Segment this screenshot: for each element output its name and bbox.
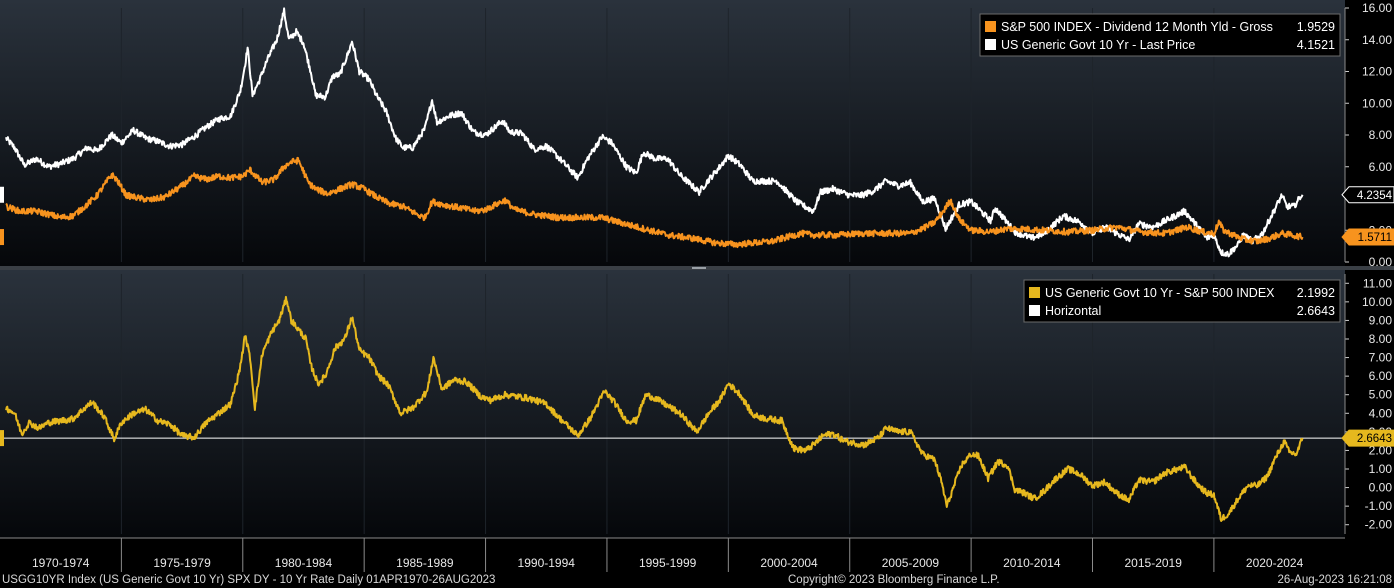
bottom-last-value-tags: 2.6643 [0, 429, 1394, 447]
last-value-label: 2.6643 [1357, 433, 1392, 445]
y-tick-label: 9.00 [1369, 313, 1393, 327]
x-axis-band [0, 538, 1394, 572]
legend-label: US Generic Govt 10 Yr - Last Price [1001, 38, 1195, 52]
x-period-label: 2020-2024 [1246, 556, 1304, 570]
x-period-label: 2010-2014 [1003, 556, 1061, 570]
y-tick-label: 16.00 [1362, 1, 1392, 15]
x-period-label: 2015-2019 [1125, 556, 1183, 570]
y-tick-label: 0.00 [1369, 255, 1393, 269]
legend-swatch [985, 39, 996, 50]
left-edge-marker [0, 430, 4, 447]
y-tick-label: 1.00 [1369, 462, 1393, 476]
series-line [5, 156, 1304, 249]
last-value-label: 1.5711 [1358, 232, 1392, 244]
legend-box [1023, 279, 1341, 323]
legend-box [979, 13, 1341, 57]
y-tick-label: 4.00 [1369, 406, 1393, 420]
legend-swatch [1029, 305, 1040, 316]
x-period-label: 1970-1974 [32, 556, 90, 570]
legend-value: 2.1992 [1297, 286, 1335, 300]
footer-copyright: Copyright© 2023 Bloomberg Finance L.P. [788, 574, 1000, 586]
last-value-label: 4.2354 [1357, 190, 1393, 202]
y-tick-label: 10.00 [1362, 295, 1392, 309]
y-tick-label: 0.00 [1369, 481, 1393, 495]
bottom-y-axis: -2.00-1.000.001.002.003.004.005.006.007.… [1344, 274, 1393, 534]
legend-swatch [985, 21, 996, 32]
y-tick-label: 6.00 [1369, 160, 1393, 174]
last-value-tag [1341, 429, 1394, 447]
left-edge-marker [0, 229, 4, 246]
series-line [5, 295, 1304, 522]
y-tick-label: 12.00 [1362, 65, 1392, 79]
last-value-tag [1341, 186, 1394, 204]
divider-handle[interactable] [692, 267, 706, 269]
legend-swatch [1029, 287, 1040, 298]
legend-label: US Generic Govt 10 Yr - S&P 500 INDEX [1045, 286, 1275, 300]
bottom-gridlines [120, 274, 1215, 534]
legend-value: 2.6643 [1297, 304, 1335, 318]
x-period-label: 2000-2004 [760, 556, 818, 570]
footer-timestamp: 26-Aug-2023 16:21:08 [1278, 574, 1392, 586]
y-tick-label: 8.00 [1369, 128, 1393, 142]
legend-value: 1.9529 [1297, 20, 1335, 34]
bottom-series-group [5, 295, 1304, 522]
legend-value: 4.1521 [1297, 38, 1335, 52]
legend-label: Horizontal [1045, 304, 1101, 318]
x-period-label: 1990-1994 [518, 556, 576, 570]
x-period-label: 1975-1979 [153, 556, 211, 570]
footer-description: USGG10YR Index (US Generic Govt 10 Yr) S… [2, 574, 495, 586]
x-period-label: 2005-2009 [882, 556, 940, 570]
x-period-label: 1995-1999 [639, 556, 697, 570]
top-series-group [5, 7, 1304, 258]
top-last-value-tags: 4.2354 1.5711 [0, 186, 1394, 246]
y-tick-label: 2.00 [1369, 443, 1393, 457]
last-value-tag [1341, 228, 1394, 246]
y-tick-label: -1.00 [1365, 499, 1393, 513]
y-tick-label: 14.00 [1362, 33, 1392, 47]
y-tick-label: 5.00 [1369, 388, 1393, 402]
y-tick-label: -2.00 [1365, 518, 1393, 532]
left-edge-marker [0, 186, 4, 203]
legend-label: S&P 500 INDEX - Dividend 12 Month Yld - … [1001, 20, 1273, 34]
y-tick-label: 8.00 [1369, 332, 1393, 346]
x-period-label: 1980-1984 [275, 556, 333, 570]
y-tick-label: 6.00 [1369, 369, 1393, 383]
x-axis: 1970-1974 1975-1979 1980-1984 1985-1989 1990… [0, 537, 1345, 572]
y-tick-label: 11.00 [1363, 276, 1392, 290]
bottom-panel: -2.00-1.000.001.002.003.004.005.006.007.… [0, 270, 1394, 538]
y-tick-label: 7.00 [1369, 351, 1393, 365]
x-period-label: 1985-1989 [396, 556, 454, 570]
y-tick-label: 10.00 [1362, 96, 1392, 110]
footer-bar [0, 572, 1394, 588]
top-legend: S&P 500 INDEX - Dividend 12 Month Yld - … [979, 13, 1341, 57]
top-panel: 0.002.004.006.008.0010.0012.0014.0016.00… [0, 0, 1394, 269]
bottom-legend: US Generic Govt 10 Yr - S&P 500 INDEX 2.1… [1023, 279, 1341, 323]
